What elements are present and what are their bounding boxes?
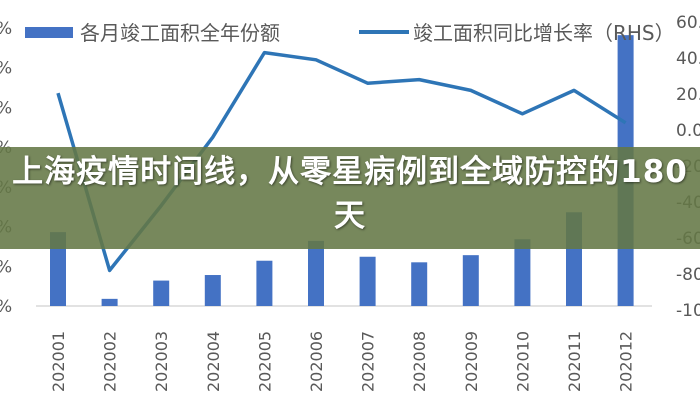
x-axis-tick: 202012 — [617, 331, 636, 392]
right-axis-tick: 40. — [676, 49, 700, 69]
x-axis-tick: 202006 — [307, 331, 326, 392]
left-axis-tick: % — [0, 19, 12, 39]
bar — [153, 280, 170, 306]
x-axis-tick: 202002 — [101, 331, 120, 392]
x-axis-tick: 202003 — [152, 331, 171, 392]
x-axis-tick: 202010 — [513, 331, 532, 392]
x-axis-tick: 202005 — [255, 331, 274, 392]
x-axis-tick: 202001 — [49, 331, 68, 392]
left-axis-tick: % — [0, 59, 12, 79]
bar — [514, 239, 531, 306]
overlay-title: 上海疫情时间线，从零星病例到全域防控的180天 — [12, 154, 688, 234]
x-axis-tick: 202011 — [565, 331, 584, 392]
right-axis-tick: -80 — [676, 265, 700, 285]
bar — [411, 262, 428, 306]
legend-line-label: 竣工面积同比增长率（RHS） — [413, 21, 675, 45]
right-axis-tick: 60. — [676, 13, 700, 33]
left-axis-tick: % — [0, 98, 12, 118]
right-axis-tick: 20. — [676, 85, 700, 105]
x-axis-tick: 202008 — [410, 331, 429, 392]
bar — [50, 232, 66, 306]
x-axis-tick: 202009 — [462, 331, 481, 392]
bar — [359, 256, 376, 306]
left-axis-tick: % — [0, 257, 12, 277]
bar — [204, 275, 221, 306]
legend-bar-label: 各月竣工面积全年份额 — [80, 21, 280, 45]
bar — [462, 255, 479, 306]
legend-bar-swatch — [25, 27, 73, 38]
right-axis-tick: 0.0 — [676, 121, 700, 141]
left-axis-tick: % — [0, 297, 12, 317]
x-axis-tick: 202004 — [204, 331, 223, 392]
right-axis-tick: -10 — [676, 301, 700, 321]
x-axis-tick: 202007 — [359, 331, 378, 392]
bar — [256, 260, 273, 306]
bar — [308, 240, 324, 306]
bar — [101, 298, 118, 306]
title-banner — [0, 147, 700, 249]
